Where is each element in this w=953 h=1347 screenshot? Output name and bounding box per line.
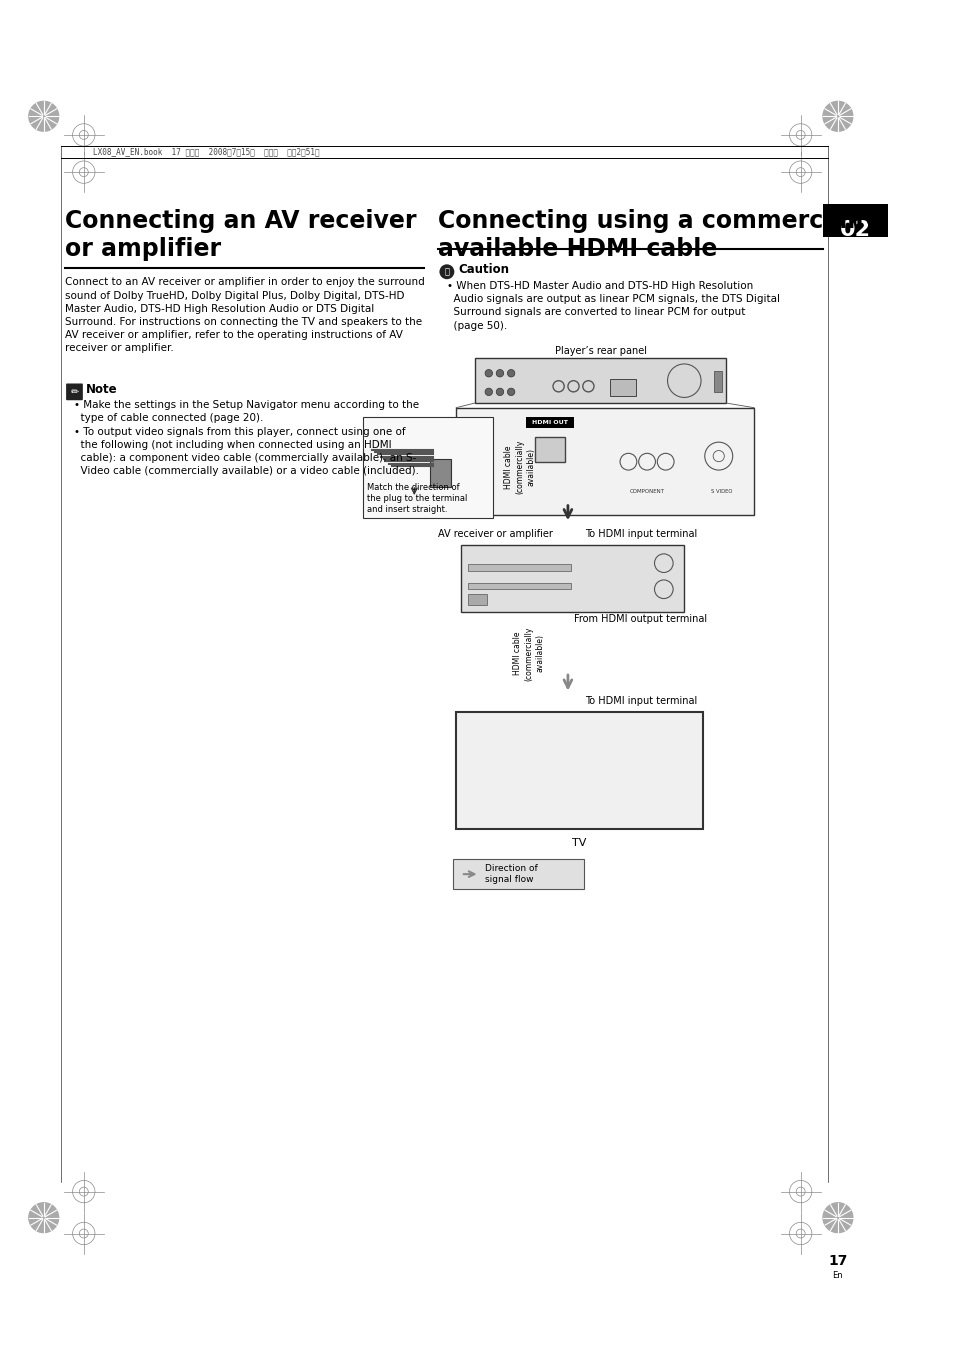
Text: 17: 17 [827,1254,846,1269]
Text: Connecting using a commercially
available HDMI cable: Connecting using a commercially availabl… [437,209,878,261]
Bar [475,358,725,403]
Bar [525,418,574,428]
Text: Connecting an AV receiver
or amplifier: Connecting an AV receiver or amplifier [65,209,416,261]
Bar [535,438,564,462]
Text: Note: Note [86,384,117,396]
Text: • When DTS-HD Master Audio and DTS-HD High Resolution
  Audio signals are output: • When DTS-HD Master Audio and DTS-HD Hi… [446,282,779,330]
Bar [453,859,583,889]
Bar [468,583,570,589]
Bar [468,594,486,605]
Bar [363,418,493,517]
Circle shape [484,388,492,396]
FancyBboxPatch shape [66,384,83,400]
Polygon shape [822,1203,852,1233]
Text: En: En [832,1272,842,1280]
Polygon shape [29,1203,58,1233]
Circle shape [496,369,503,377]
Text: LX08_AV_EN.book  17 ページ  2008年7月15日  火曜日  午後2晄51分: LX08_AV_EN.book 17 ページ 2008年7月15日 火曜日 午後… [93,147,319,156]
Bar [456,713,702,828]
Bar [430,459,450,486]
Bar [456,408,753,515]
Polygon shape [822,101,852,131]
Text: HDMI cable
(commercially
available): HDMI cable (commercially available) [513,626,544,680]
Circle shape [507,369,515,377]
Circle shape [507,388,515,396]
Text: Match the direction of
the plug to the terminal
and insert straight.: Match the direction of the plug to the t… [367,482,467,513]
Text: 02: 02 [840,220,870,240]
Text: To HDMI input terminal: To HDMI input terminal [584,696,697,706]
Text: Caution: Caution [457,264,509,276]
Bar [714,372,720,392]
Bar [468,564,570,571]
Circle shape [496,388,503,396]
Text: ✋: ✋ [444,267,449,276]
Bar [822,203,887,237]
Bar [609,379,636,396]
Text: • Make the settings in the Setup Navigator menu according to the
  type of cable: • Make the settings in the Setup Navigat… [74,400,419,477]
Text: Connect to an AV receiver or amplifier in order to enjoy the surround
sound of D: Connect to an AV receiver or amplifier i… [65,277,424,353]
Text: COMPONENT: COMPONENT [629,489,664,494]
Text: Direction of
signal flow: Direction of signal flow [484,863,537,884]
Text: AV receiver or amplifier: AV receiver or amplifier [437,529,552,539]
Text: Player’s rear panel: Player’s rear panel [554,346,646,356]
Text: TV: TV [572,838,586,847]
Text: To HDMI input terminal: To HDMI input terminal [584,529,697,539]
Text: From HDMI output terminal: From HDMI output terminal [573,614,706,625]
Text: ✏: ✏ [71,387,78,397]
Bar [460,544,683,612]
Text: HDMI cable
(commercially
available): HDMI cable (commercially available) [503,440,535,494]
Polygon shape [29,101,58,131]
Text: S VIDEO: S VIDEO [710,489,732,494]
Circle shape [484,369,492,377]
Text: HDMI OUT: HDMI OUT [532,420,568,426]
Circle shape [439,264,454,279]
